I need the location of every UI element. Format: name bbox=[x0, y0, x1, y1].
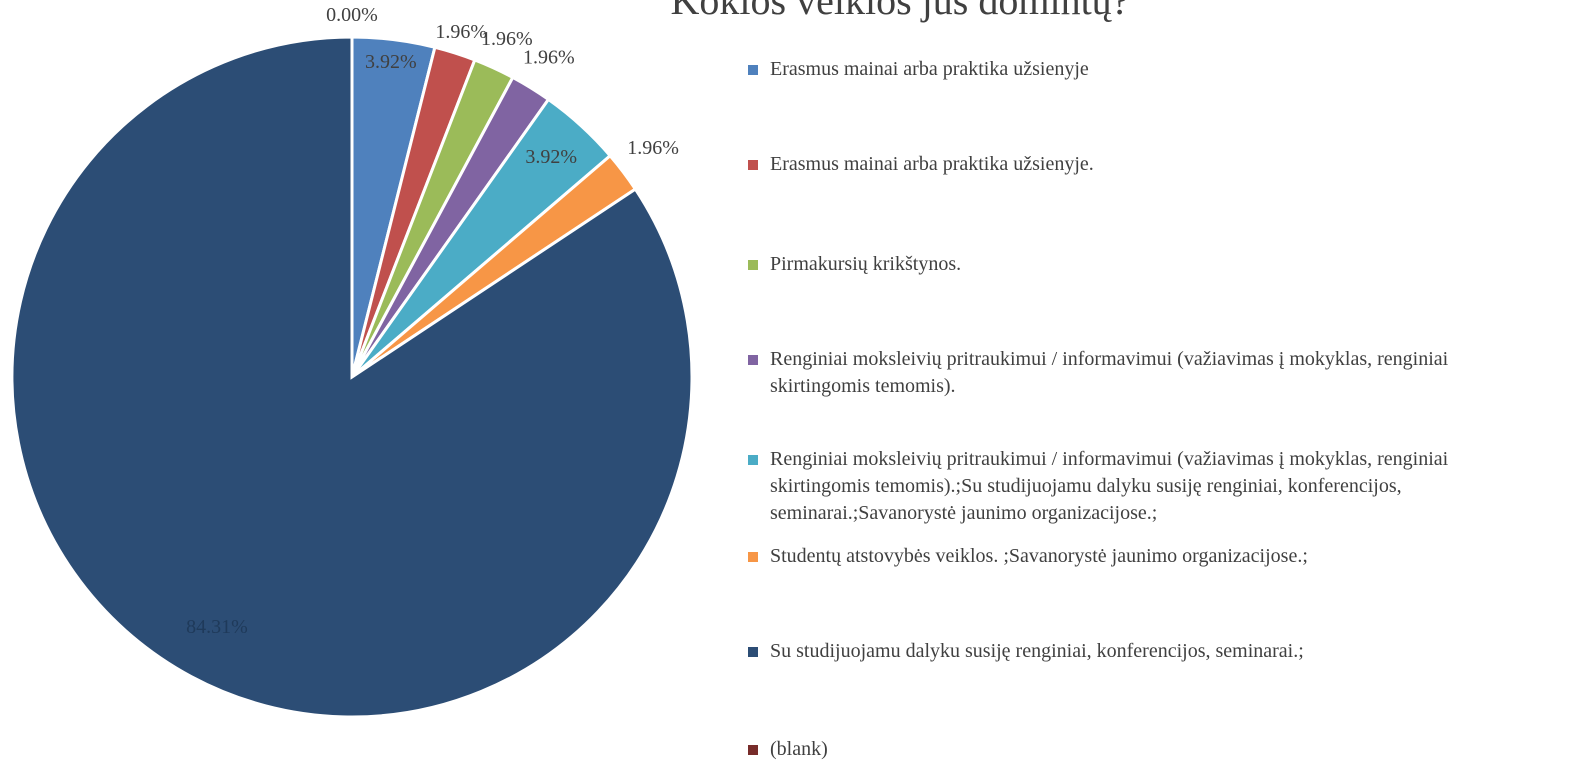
legend-swatch bbox=[748, 552, 758, 562]
legend-item: Studentų atstovybės veiklos. ;Savanoryst… bbox=[748, 543, 1490, 570]
legend-item: (blank) bbox=[748, 736, 1490, 763]
legend-label: Erasmus mainai arba praktika užsienyje bbox=[770, 58, 1089, 80]
data-label: 1.96% bbox=[523, 47, 575, 69]
data-label: 3.92% bbox=[365, 51, 417, 73]
legend-label: Su studijuojamu dalyku susiję renginiai,… bbox=[770, 640, 1304, 662]
data-label: 3.92% bbox=[525, 146, 577, 168]
legend-swatch bbox=[748, 160, 758, 170]
legend-label: Erasmus mainai arba praktika užsienyje. bbox=[770, 153, 1094, 175]
legend-label: Studentų atstovybės veiklos. ;Savanoryst… bbox=[770, 545, 1308, 567]
data-label: 1.96% bbox=[627, 137, 679, 159]
legend-swatch bbox=[748, 355, 758, 365]
data-label: 1.96% bbox=[481, 28, 533, 50]
legend-item: Erasmus mainai arba praktika užsienyje bbox=[748, 56, 1490, 83]
legend-item: Renginiai moksleivių pritraukimui / info… bbox=[748, 446, 1490, 527]
data-label: 84.31% bbox=[186, 616, 248, 638]
chart-title: Kokios veiklos jus domintų? bbox=[671, 0, 1130, 23]
legend-label: (blank) bbox=[770, 738, 828, 760]
legend-swatch bbox=[748, 745, 758, 755]
legend-item: Erasmus mainai arba praktika užsienyje. bbox=[748, 151, 1490, 178]
legend-item: Pirmakursių krikštynos. bbox=[748, 251, 1490, 278]
legend-label: Renginiai moksleivių pritraukimui / info… bbox=[770, 348, 1449, 397]
legend-swatch bbox=[748, 65, 758, 75]
legend-label: Renginiai moksleivių pritraukimui / info… bbox=[770, 448, 1449, 524]
legend-swatch bbox=[748, 260, 758, 270]
data-label: 1.96% bbox=[435, 21, 487, 43]
legend-label: Pirmakursių krikštynos. bbox=[770, 253, 962, 275]
data-label: 0.00% bbox=[326, 4, 378, 26]
legend-item: Su studijuojamu dalyku susiję renginiai,… bbox=[748, 638, 1490, 665]
legend-swatch bbox=[748, 647, 758, 657]
legend-swatch bbox=[748, 455, 758, 465]
legend-item: Renginiai moksleivių pritraukimui / info… bbox=[748, 346, 1490, 400]
